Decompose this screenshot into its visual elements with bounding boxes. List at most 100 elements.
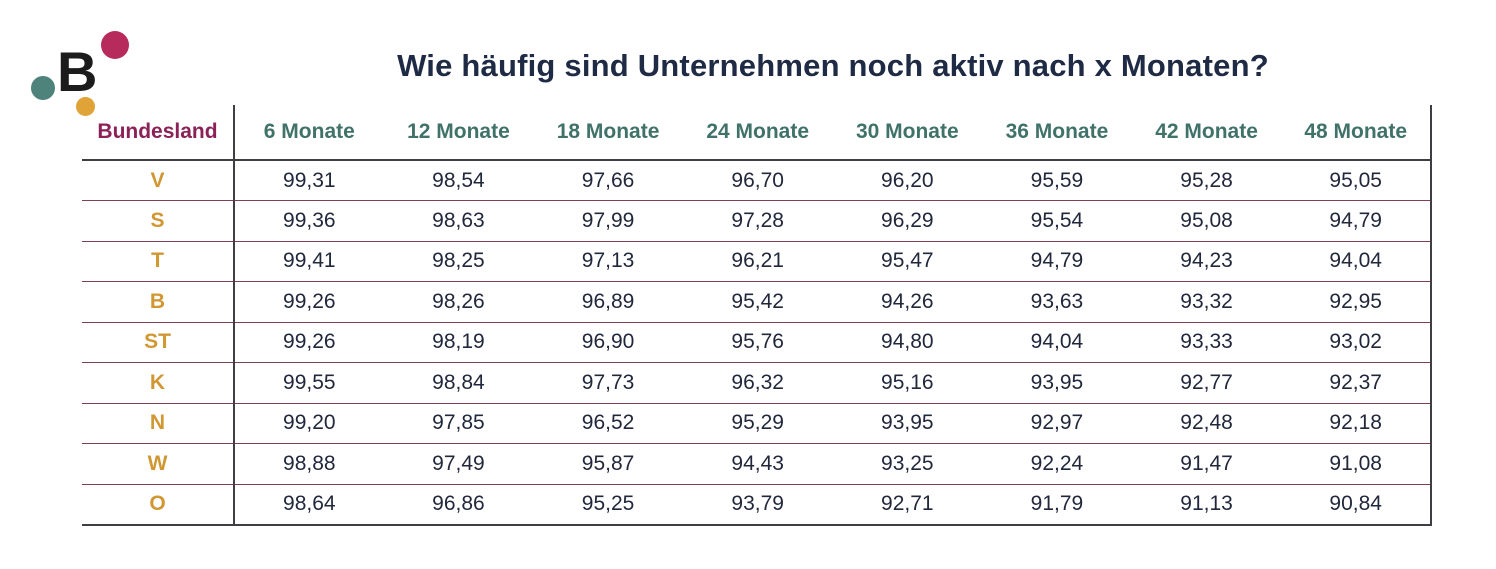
column-header-monate: 24 Monate — [682, 105, 833, 161]
table-head: Bundesland 6 Monate 12 Monate 18 Monate 24 M… — [82, 105, 1432, 161]
value-cell: 96,20 — [832, 160, 983, 201]
table-row: T 99,41 98,25 97,13 96,21 95,47 94,79 94,23 94,0… — [82, 241, 1432, 282]
value-cell: 97,85 — [383, 403, 534, 444]
column-header-monate: 30 Monate — [832, 105, 983, 161]
value-cell: 94,43 — [682, 443, 833, 485]
company-survival-table: Bundesland 6 Monate 12 Monate 18 Monate 24 M… — [82, 105, 1432, 526]
value-cell: 95,54 — [982, 200, 1132, 242]
column-header-monate: 36 Monate — [982, 105, 1132, 161]
value-cell: 93,02 — [1281, 322, 1432, 363]
value-cell: 92,24 — [982, 443, 1132, 485]
value-cell: 93,79 — [682, 484, 833, 526]
table-row: K 99,55 98,84 97,73 96,32 95,16 93,95 92,77 92,3… — [82, 362, 1432, 404]
value-cell: 98,88 — [234, 443, 384, 485]
table-row: ST 99,26 98,19 96,90 95,76 94,80 94,04 93,33 93,… — [82, 322, 1432, 363]
table-row: W 98,88 97,49 95,87 94,43 93,25 92,24 91,47 91,0… — [82, 443, 1432, 485]
table-row: O 98,64 96,86 95,25 93,79 92,71 91,79 91,13 90,8… — [82, 484, 1432, 526]
value-cell: 93,25 — [832, 443, 983, 485]
row-label-bundesland: ST — [82, 322, 235, 363]
value-cell: 99,31 — [234, 160, 384, 201]
value-cell: 92,48 — [1131, 403, 1282, 444]
table-body: V 99,31 98,54 97,66 96,70 96,20 95,59 95,28 95,0… — [82, 160, 1432, 526]
logo-dot-crimson-icon — [101, 31, 129, 59]
column-header-monate: 48 Monate — [1281, 105, 1432, 161]
value-cell: 92,71 — [832, 484, 983, 526]
value-cell: 96,52 — [533, 403, 683, 444]
value-cell: 95,25 — [533, 484, 683, 526]
value-cell: 92,77 — [1131, 362, 1282, 404]
value-cell: 91,47 — [1131, 443, 1282, 485]
value-cell: 94,80 — [832, 322, 983, 363]
brand-logo: B — [0, 0, 150, 130]
row-label-bundesland: O — [82, 484, 235, 526]
value-cell: 95,29 — [682, 403, 833, 444]
value-cell: 98,54 — [383, 160, 534, 201]
value-cell: 99,20 — [234, 403, 384, 444]
value-cell: 92,97 — [982, 403, 1132, 444]
value-cell: 96,29 — [832, 200, 983, 242]
value-cell: 95,08 — [1131, 200, 1282, 242]
value-cell: 96,90 — [533, 322, 683, 363]
value-cell: 94,79 — [982, 241, 1132, 282]
value-cell: 91,08 — [1281, 443, 1432, 485]
column-header-monate: 42 Monate — [1131, 105, 1282, 161]
value-cell: 96,86 — [383, 484, 534, 526]
value-cell: 95,87 — [533, 443, 683, 485]
value-cell: 93,32 — [1131, 281, 1282, 323]
value-cell: 99,41 — [234, 241, 384, 282]
value-cell: 99,26 — [234, 281, 384, 323]
value-cell: 93,95 — [982, 362, 1132, 404]
value-cell: 98,64 — [234, 484, 384, 526]
value-cell: 99,55 — [234, 362, 384, 404]
value-cell: 97,99 — [533, 200, 683, 242]
row-label-bundesland: K — [82, 362, 235, 404]
value-cell: 90,84 — [1281, 484, 1432, 526]
value-cell: 97,13 — [533, 241, 683, 282]
column-header-monate: 12 Monate — [383, 105, 534, 161]
column-header-bundesland: Bundesland — [82, 105, 235, 161]
value-cell: 98,63 — [383, 200, 534, 242]
value-cell: 92,37 — [1281, 362, 1432, 404]
value-cell: 98,26 — [383, 281, 534, 323]
value-cell: 91,13 — [1131, 484, 1282, 526]
value-cell: 96,89 — [533, 281, 683, 323]
table-row: B 99,26 98,26 96,89 95,42 94,26 93,63 93,32 92,9… — [82, 281, 1432, 323]
value-cell: 97,49 — [383, 443, 534, 485]
value-cell: 91,79 — [982, 484, 1132, 526]
value-cell: 95,16 — [832, 362, 983, 404]
row-label-bundesland: V — [82, 160, 235, 201]
value-cell: 95,05 — [1281, 160, 1432, 201]
value-cell: 94,26 — [832, 281, 983, 323]
value-cell: 95,42 — [682, 281, 833, 323]
value-cell: 93,33 — [1131, 322, 1282, 363]
row-label-bundesland: T — [82, 241, 235, 282]
value-cell: 97,73 — [533, 362, 683, 404]
column-header-monate: 6 Monate — [234, 105, 384, 161]
row-label-bundesland: W — [82, 443, 235, 485]
logo-letter-b: B — [57, 40, 97, 103]
value-cell: 96,32 — [682, 362, 833, 404]
value-cell: 95,47 — [832, 241, 983, 282]
value-cell: 95,28 — [1131, 160, 1282, 201]
value-cell: 96,70 — [682, 160, 833, 201]
column-header-monate: 18 Monate — [533, 105, 683, 161]
value-cell: 97,66 — [533, 160, 683, 201]
value-cell: 96,21 — [682, 241, 833, 282]
row-label-bundesland: S — [82, 200, 235, 242]
value-cell: 94,04 — [1281, 241, 1432, 282]
page-title: Wie häufig sind Unternehmen noch aktiv n… — [397, 48, 1269, 83]
value-cell: 98,19 — [383, 322, 534, 363]
value-cell: 99,36 — [234, 200, 384, 242]
value-cell: 97,28 — [682, 200, 833, 242]
row-label-bundesland: N — [82, 403, 235, 444]
value-cell: 99,26 — [234, 322, 384, 363]
value-cell: 93,95 — [832, 403, 983, 444]
value-cell: 92,95 — [1281, 281, 1432, 323]
value-cell: 95,59 — [982, 160, 1132, 201]
table-row: S 99,36 98,63 97,99 97,28 96,29 95,54 95,08 94,7… — [82, 200, 1432, 242]
value-cell: 98,84 — [383, 362, 534, 404]
table-row: N 99,20 97,85 96,52 95,29 93,95 92,97 92,48 92,1… — [82, 403, 1432, 444]
logo-dot-teal-icon — [31, 76, 55, 100]
value-cell: 94,23 — [1131, 241, 1282, 282]
value-cell: 98,25 — [383, 241, 534, 282]
